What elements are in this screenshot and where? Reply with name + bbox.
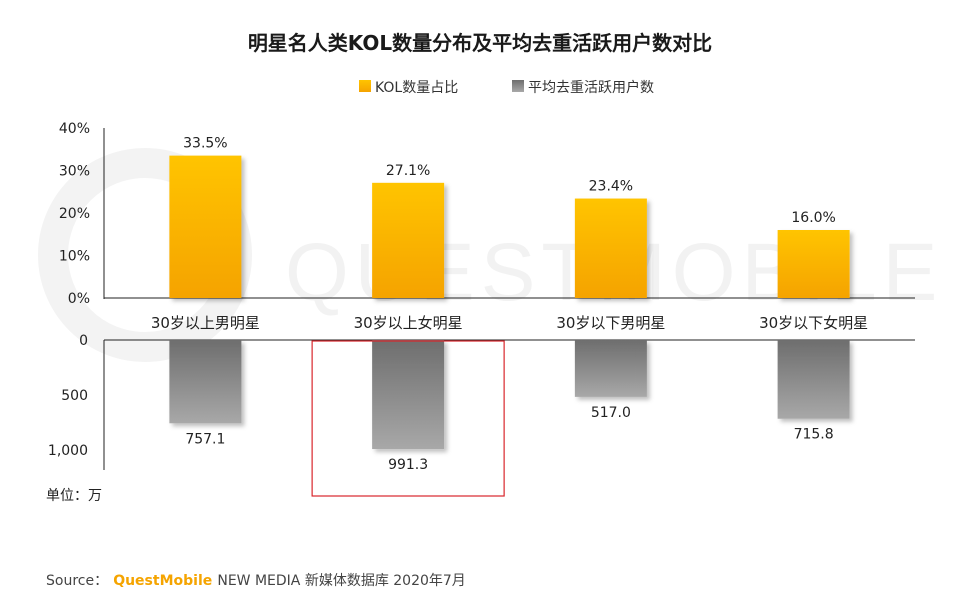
y-tick-top: 0%: [68, 291, 90, 307]
category-label: 30岁以上男明星: [151, 314, 260, 332]
data-label-active-users: 991.3: [388, 457, 428, 473]
category-label: 30岁以上女明星: [354, 314, 463, 332]
legend-label-kol: KOL数量占比: [375, 80, 458, 96]
y-tick-top: 40%: [59, 121, 90, 137]
legend: KOL数量占比 平均去重活跃用户数: [359, 79, 654, 96]
highlight-box: [311, 340, 505, 497]
bar-kol-share: [372, 182, 445, 298]
y-tick-top: 30%: [59, 164, 90, 180]
y-tick-bottom: 0: [79, 333, 88, 349]
bar-kol-share: [169, 155, 242, 298]
y-tick-top: 10%: [59, 249, 90, 265]
category-label: 30岁以下女明星: [759, 314, 868, 332]
category-label: 30岁以下男明星: [556, 314, 665, 332]
legend-swatch-kol: [359, 80, 371, 92]
data-label-active-users: 517.0: [591, 405, 631, 421]
y-tick-bottom: 500: [61, 388, 88, 404]
bar-kol-share: [574, 198, 647, 298]
y-tick-bottom: 1,000: [48, 443, 88, 459]
legend-label-users: 平均去重活跃用户数: [528, 79, 654, 96]
unit-label: 单位：万: [46, 488, 102, 504]
source-line: Source： QuestMobile NEW MEDIA 新媒体数据库 202…: [46, 570, 466, 589]
data-label-kol-share: 23.4%: [589, 179, 633, 195]
data-label-active-users: 757.1: [185, 431, 225, 447]
data-label-kol-share: 16.0%: [791, 210, 835, 226]
chart-title: 明星名人类KOL数量分布及平均去重活跃用户数对比: [248, 31, 712, 55]
bar-active-users: [777, 340, 850, 419]
data-label-kol-share: 27.1%: [386, 163, 430, 179]
y-tick-top: 20%: [59, 206, 90, 222]
bar-kol-share: [777, 230, 850, 298]
data-label-active-users: 715.8: [794, 427, 834, 443]
source-brand: QuestMobile: [113, 573, 212, 589]
bar-active-users: [574, 340, 647, 397]
source-prefix: Source：: [46, 573, 108, 589]
data-label-kol-share: 33.5%: [183, 136, 227, 152]
source-rest: NEW MEDIA 新媒体数据库 2020年7月: [217, 573, 465, 589]
legend-swatch-users: [512, 80, 524, 92]
bar-active-users: [372, 340, 445, 450]
bar-active-users: [169, 340, 242, 424]
